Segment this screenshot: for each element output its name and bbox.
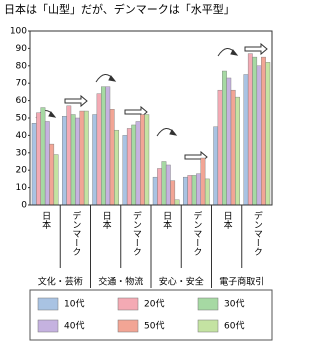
x-tick-label: デンマーク (252, 210, 263, 256)
bar (101, 86, 106, 206)
bar (187, 175, 193, 206)
bar (256, 65, 262, 206)
x-tick-label: 日本 (222, 211, 233, 230)
bar (161, 161, 167, 206)
bar (222, 70, 227, 206)
group-label: 文化・芸術 (38, 276, 83, 288)
bar (83, 110, 89, 206)
bar (247, 53, 253, 206)
group-label: 交通・物流 (98, 276, 143, 288)
legend-swatch (117, 297, 139, 311)
bar (204, 178, 210, 206)
x-tick-label: デンマーク (131, 210, 142, 256)
bar (226, 77, 232, 206)
legend-label: 30代 (224, 299, 244, 310)
bar (252, 56, 258, 206)
bar (109, 109, 115, 206)
bar (62, 116, 67, 206)
legend-label: 40代 (64, 321, 84, 332)
bar (217, 89, 223, 206)
bar (66, 105, 72, 206)
y-tick-label: 70 (16, 79, 28, 89)
group-label: 安心・安全 (159, 276, 204, 288)
bar (213, 126, 219, 206)
x-tick-label: 日本 (40, 211, 51, 230)
legend-label: 60代 (224, 321, 244, 332)
y-tick-label: 30 (16, 148, 28, 158)
bar (44, 121, 50, 206)
chart-title: 日本は「山型」だが、デンマークは「水平型」 (4, 2, 235, 16)
bar (70, 114, 76, 206)
chart: 日本は「山型」だが、デンマークは「水平型」 0 10 20 30 40 50 60 70 80 9… (4, 2, 273, 341)
y-tick-label: 90 (16, 44, 28, 54)
bar (131, 124, 137, 206)
bar (261, 56, 266, 206)
x-tick-label: デンマーク (191, 210, 202, 256)
flat-arrow (244, 42, 268, 56)
bar (170, 180, 176, 206)
y-tick-label: 50 (16, 114, 28, 124)
flat-arrow (64, 94, 88, 108)
bar (49, 143, 55, 206)
legend-swatch (197, 319, 219, 333)
y-tick-label: 100 (10, 27, 27, 37)
bar (200, 157, 206, 206)
bar (235, 96, 240, 206)
y-tick-label: 80 (16, 61, 28, 71)
bar (96, 93, 102, 206)
bar (92, 114, 98, 206)
bar (114, 129, 119, 206)
bar (165, 164, 171, 206)
legend-box (29, 289, 273, 341)
legend-swatch (117, 319, 139, 333)
legend-label: 10代 (64, 299, 84, 310)
y-tick-label: 20 (16, 166, 28, 176)
bar (135, 121, 141, 206)
y-tick-label: 60 (16, 96, 28, 106)
bar (140, 114, 145, 206)
bar (144, 114, 150, 206)
bar (31, 123, 37, 206)
bar (40, 107, 46, 206)
bar (157, 168, 162, 206)
bar (75, 117, 80, 206)
x-tick-label: デンマーク (70, 210, 81, 256)
bar (53, 154, 59, 206)
legend-swatch (37, 319, 59, 333)
bar (79, 110, 85, 206)
group-label: 電子商取引 (219, 276, 264, 288)
bar (122, 135, 128, 206)
legend-label: 20代 (144, 299, 164, 310)
bar (230, 89, 236, 206)
bar (126, 128, 132, 206)
bar (243, 74, 249, 206)
legend-swatch (37, 297, 59, 311)
x-tick-label: 日本 (101, 211, 112, 230)
y-tick-label: 10 (16, 183, 28, 193)
bar (174, 199, 180, 206)
y-tick-label: 0 (21, 201, 27, 211)
bar (183, 176, 188, 206)
legend-swatch (197, 297, 219, 311)
bar (36, 112, 41, 206)
bar (196, 173, 201, 206)
bar (191, 175, 197, 206)
legend-label: 50代 (144, 321, 164, 332)
bar (105, 86, 111, 206)
y-tick-label: 40 (16, 131, 28, 141)
x-tick-label: 日本 (161, 211, 172, 230)
bar (152, 176, 158, 206)
bar (265, 62, 271, 206)
